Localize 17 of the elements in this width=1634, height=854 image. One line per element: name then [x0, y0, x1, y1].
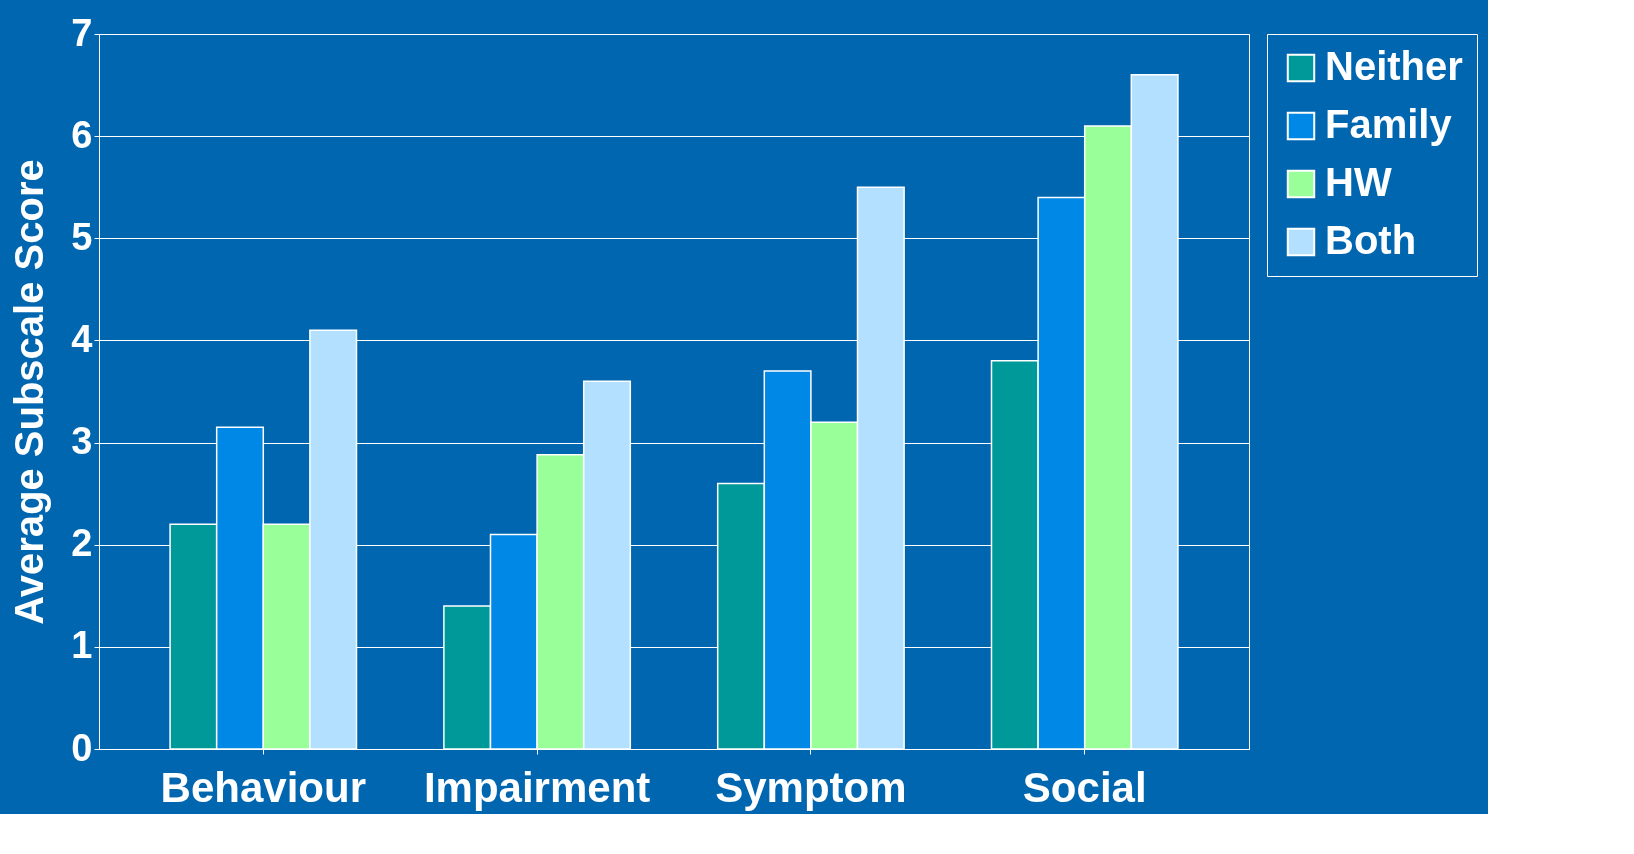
y-tick-label: 4 — [71, 317, 93, 360]
y-tick-label: 1 — [71, 624, 93, 667]
x-tick-label: Impairment — [423, 763, 651, 811]
legend-label: Family — [1325, 102, 1453, 146]
y-tick-label: 7 — [71, 11, 93, 54]
x-tick-label: Symptom — [715, 763, 907, 811]
y-tick-label: 3 — [71, 420, 93, 463]
y-tick-label: 6 — [71, 113, 93, 156]
legend-label: Both — [1325, 218, 1417, 262]
y-axis-title: Average Subscale Score — [7, 159, 52, 625]
y-tick-label: 5 — [71, 215, 93, 258]
x-tick-label: Social — [1022, 763, 1147, 811]
y-tick-label: 0 — [71, 726, 93, 769]
legend-label: HW — [1325, 160, 1392, 204]
legend-label: Neither — [1325, 44, 1463, 88]
x-tick-label: Behaviour — [160, 763, 366, 811]
y-tick-label: 2 — [71, 522, 93, 565]
